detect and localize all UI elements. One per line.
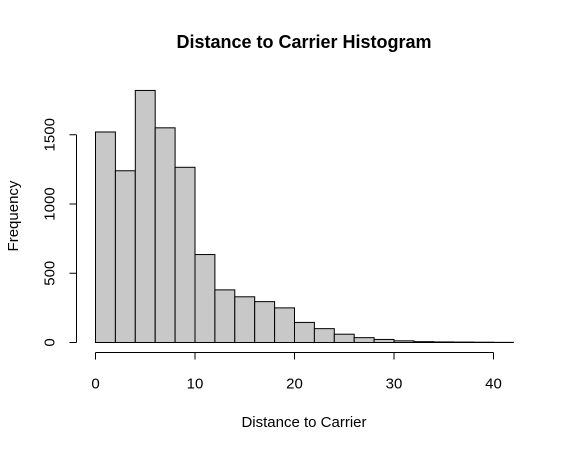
histogram-bar-10	[294, 321, 315, 344]
histogram-bar-17	[433, 341, 455, 344]
y-tick-label-1: 500	[42, 261, 59, 286]
histogram-bar-7	[234, 296, 256, 344]
x-axis-label: Distance to Carrier	[241, 414, 366, 431]
histogram-bar-15	[393, 340, 415, 344]
x-axis: 0 10 20 30 40	[91, 352, 502, 393]
y-tick-label-2: 1000	[42, 187, 59, 220]
x-tick-label-1: 10	[187, 376, 204, 393]
y-axis: 0 500 1000 1500	[42, 118, 77, 347]
histogram-bar-3	[154, 127, 176, 343]
x-tick-label-0: 0	[91, 376, 99, 393]
y-tick-label-3: 1500	[42, 118, 59, 151]
histogram-bar-9	[274, 307, 296, 343]
x-tick-label-3: 30	[386, 376, 403, 393]
histogram-bar-4	[174, 166, 196, 343]
x-tick-label-4: 40	[485, 376, 502, 393]
histogram-bar-2	[134, 89, 156, 344]
y-tick-label-0: 0	[42, 338, 59, 346]
x-tick-label-2: 20	[286, 376, 303, 393]
histogram-bar-5	[194, 254, 216, 344]
histogram-bar-0	[95, 131, 116, 343]
y-axis-label: Frequency	[5, 180, 22, 251]
histogram-bar-8	[254, 301, 276, 343]
chart-title: Distance to Carrier Histogram	[176, 32, 431, 52]
histogram-bar-12	[333, 333, 355, 344]
histogram-bar-6	[214, 289, 236, 343]
bars-group	[95, 89, 514, 344]
histogram-bar-14	[373, 338, 395, 344]
histogram-bar-13	[353, 337, 375, 343]
histogram-bar-1	[114, 170, 136, 343]
histogram-bar-16	[413, 341, 435, 344]
histogram-bar-11	[313, 328, 335, 343]
